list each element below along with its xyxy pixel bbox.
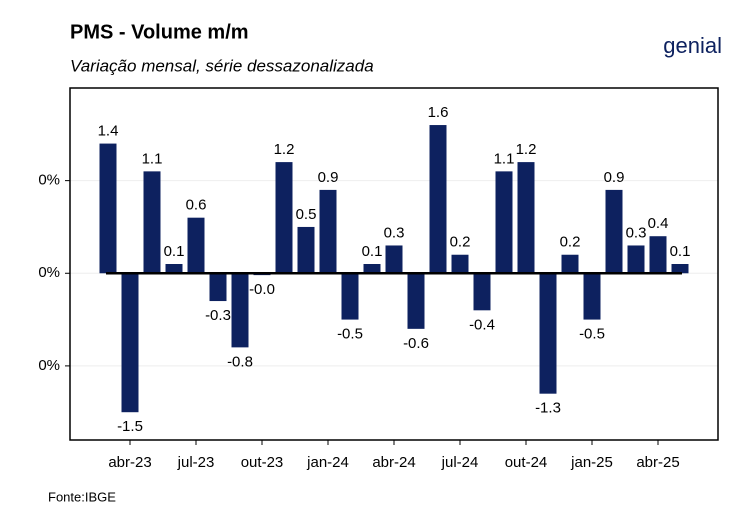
data-label: -0.3 — [205, 307, 231, 324]
bar — [473, 273, 491, 311]
data-label: 0.5 — [296, 206, 317, 223]
x-tick-label: abr-25 — [636, 454, 679, 471]
data-label: 0.2 — [560, 234, 581, 251]
x-tick-label: out-24 — [505, 454, 548, 471]
y-tick-label: 0% — [38, 264, 60, 281]
data-label: 0.1 — [670, 243, 691, 260]
bar — [341, 273, 359, 320]
bar — [407, 273, 425, 329]
data-label: -0.8 — [227, 353, 253, 370]
data-label: 1.4 — [98, 123, 119, 140]
data-label: 0.2 — [450, 234, 471, 251]
bar — [429, 125, 447, 274]
chart-title: PMS - Volume m/m — [70, 21, 249, 43]
bar — [121, 273, 139, 413]
data-label: -1.3 — [535, 400, 561, 417]
x-tick-label: out-23 — [241, 454, 284, 471]
data-label: 1.1 — [494, 150, 515, 167]
data-label: -0.5 — [579, 326, 605, 343]
bar — [649, 236, 667, 274]
bar — [165, 264, 183, 274]
bar — [363, 264, 381, 274]
data-label: 1.2 — [516, 141, 537, 158]
x-tick-label: jul-23 — [177, 454, 215, 471]
data-label: -1.5 — [117, 418, 143, 435]
data-label: 0.6 — [186, 197, 207, 214]
bar — [187, 217, 205, 274]
data-label: 0.1 — [164, 243, 185, 260]
bar — [275, 162, 293, 274]
x-tick-label: jul-24 — [441, 454, 479, 471]
data-label: 1.2 — [274, 141, 295, 158]
x-tick-label: abr-23 — [108, 454, 151, 471]
bar — [561, 254, 579, 274]
data-label: 1.6 — [428, 104, 449, 121]
bar — [495, 171, 513, 274]
chart-subtitle: Variação mensal, série dessazonalizada — [70, 56, 374, 75]
data-label: 0.4 — [648, 215, 669, 232]
data-label: 0.1 — [362, 243, 383, 260]
x-tick-label: abr-24 — [372, 454, 415, 471]
bar — [517, 162, 535, 274]
bar — [671, 264, 689, 274]
bar — [209, 273, 227, 302]
data-label: -0.6 — [403, 335, 429, 352]
source: Fonte:IBGE — [48, 489, 116, 504]
bar — [605, 189, 623, 274]
bar — [627, 245, 645, 274]
data-label: -0.5 — [337, 326, 363, 343]
y-tick-label: 0% — [38, 357, 60, 374]
data-label: 0.9 — [604, 169, 625, 186]
bar — [99, 143, 117, 274]
bar — [319, 189, 337, 274]
y-tick-label: 0% — [38, 172, 60, 189]
data-label: 0.3 — [384, 224, 405, 241]
bar — [583, 273, 601, 320]
data-label: 1.1 — [142, 150, 163, 167]
x-tick-label: jan-25 — [570, 454, 613, 471]
x-tick-label: jan-24 — [306, 454, 349, 471]
data-label: 0.3 — [626, 224, 647, 241]
bar — [385, 245, 403, 274]
data-label: -0.4 — [469, 316, 495, 333]
bar — [539, 273, 557, 394]
data-label: 0.9 — [318, 169, 339, 186]
bar — [451, 254, 469, 274]
bar — [143, 171, 161, 274]
plot-frame — [69, 87, 719, 441]
bar — [297, 226, 315, 274]
logo: genial — [663, 33, 722, 58]
bar — [231, 273, 249, 348]
data-label: -0.0 — [249, 281, 275, 298]
